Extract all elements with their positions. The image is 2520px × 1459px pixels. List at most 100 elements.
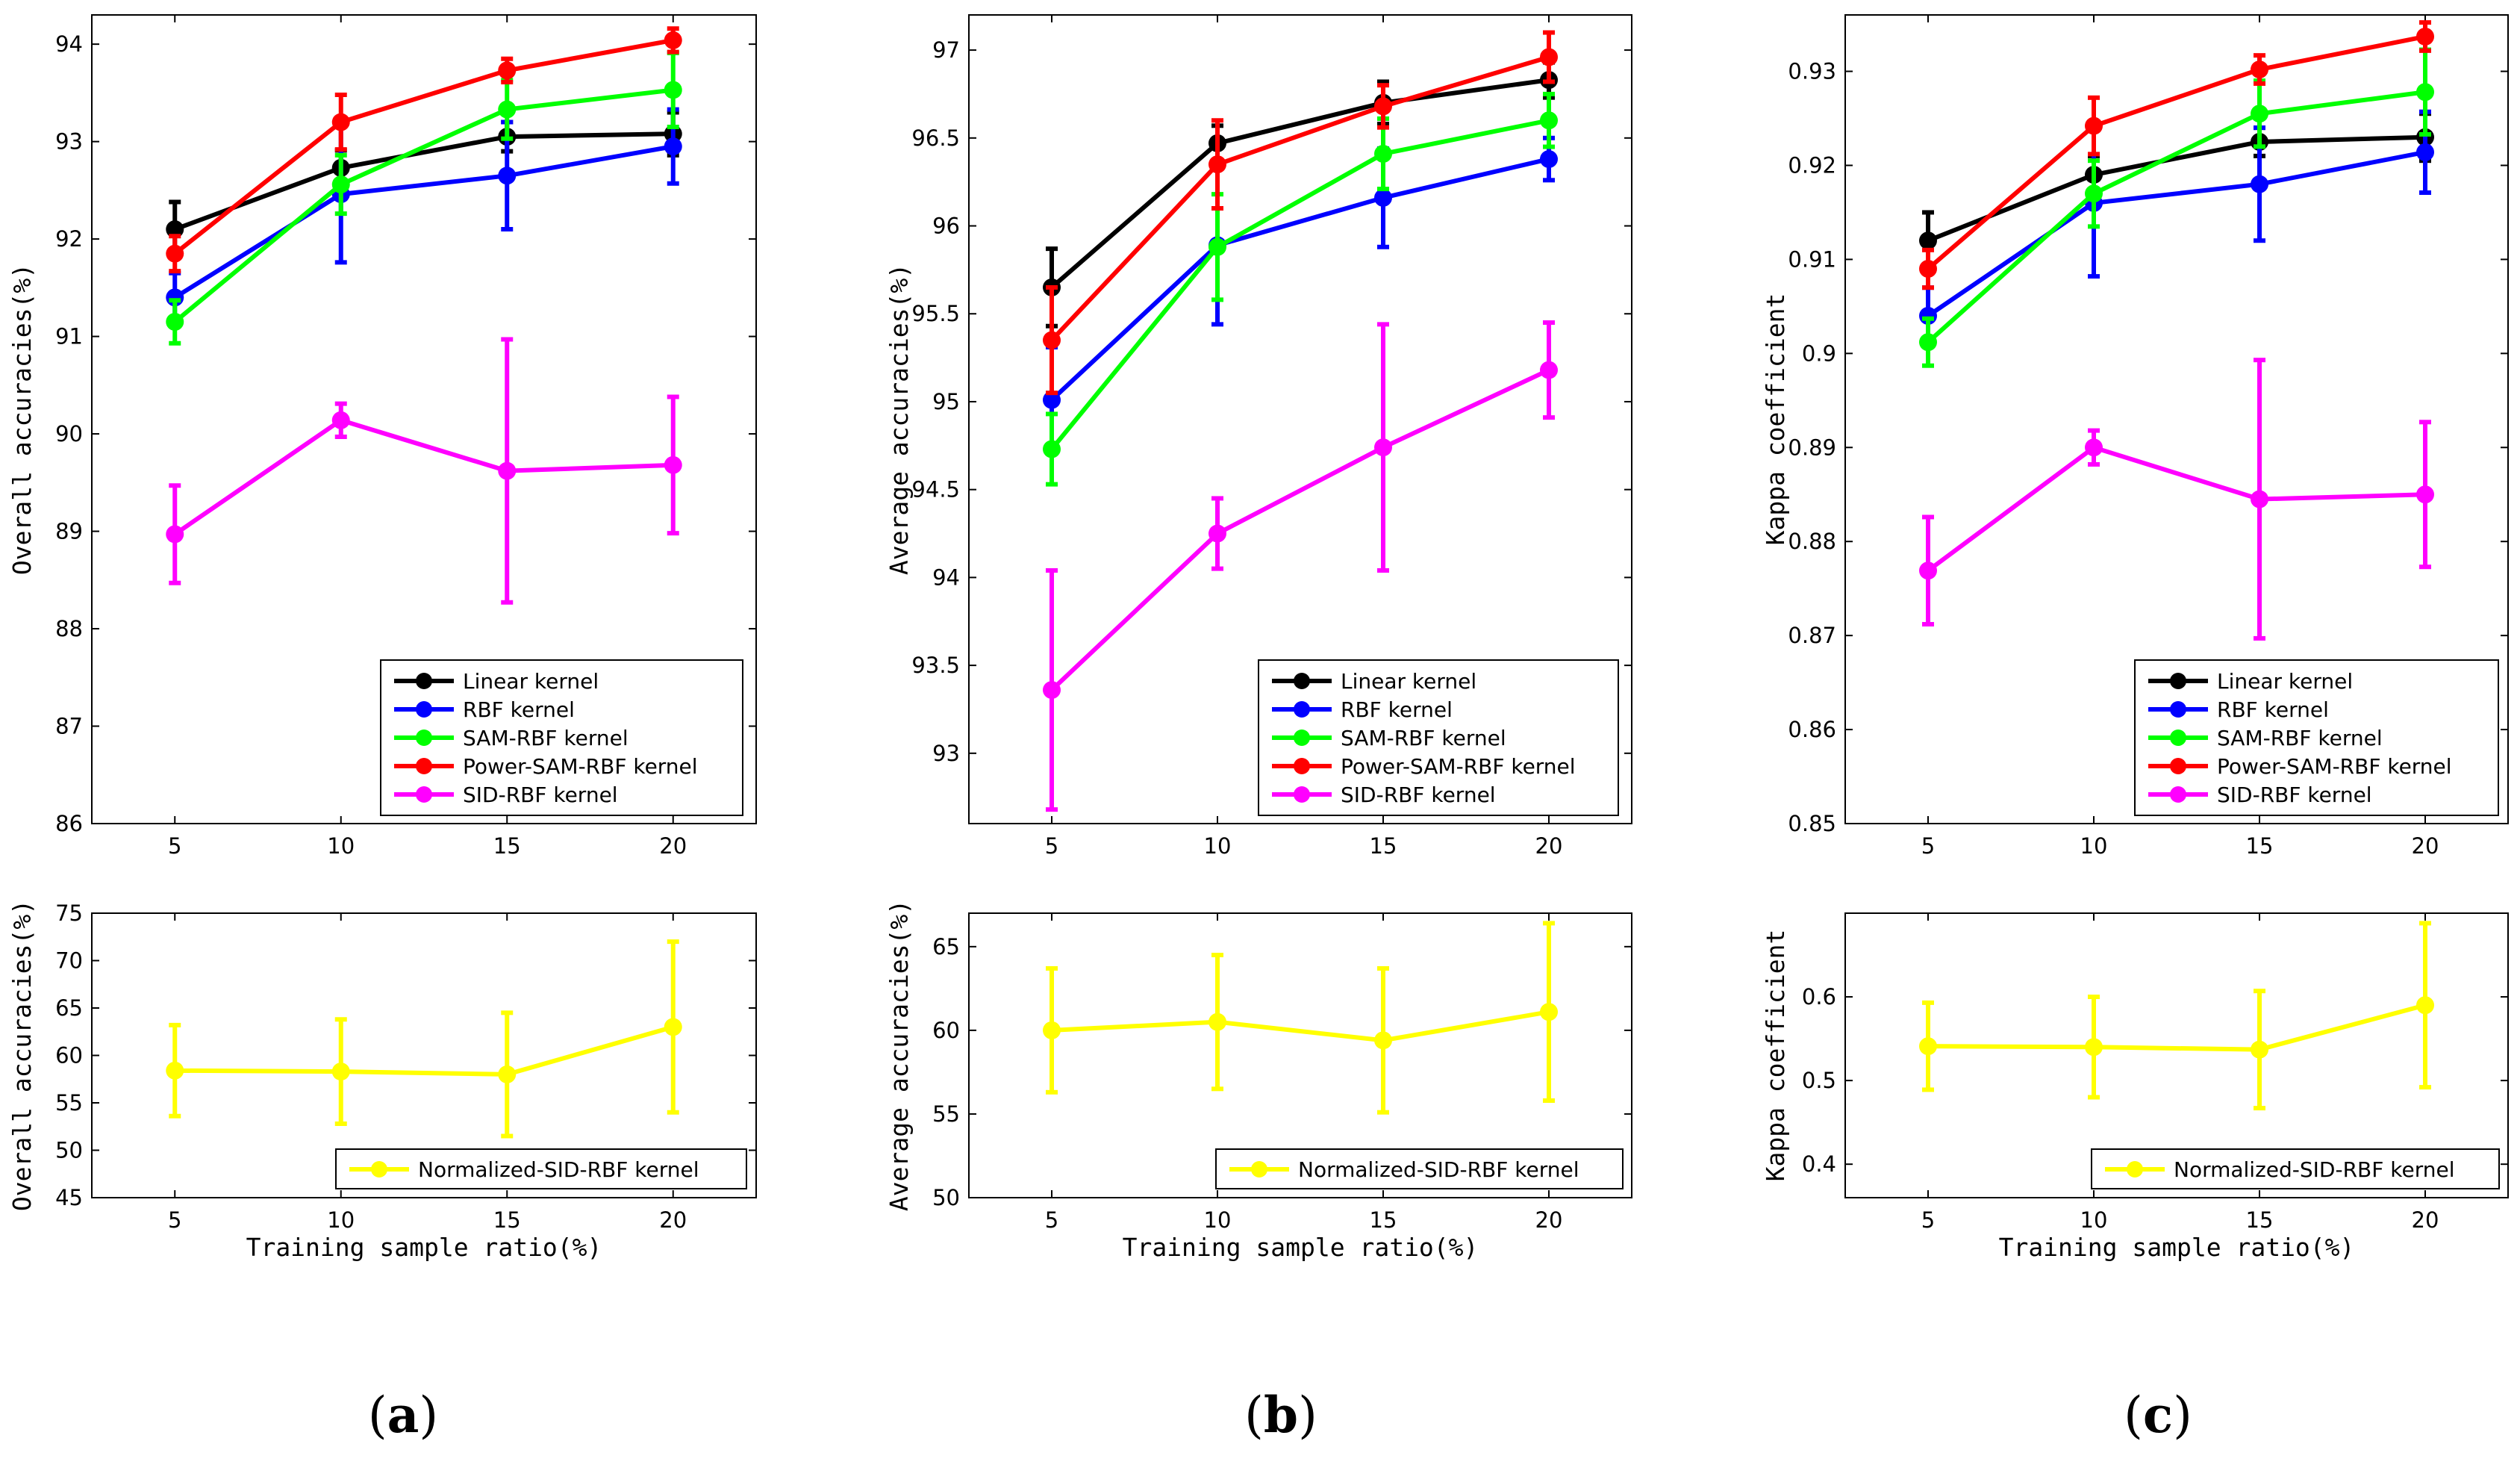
x-tick-label: 10: [327, 833, 355, 859]
y-tick-label: 93: [932, 741, 960, 766]
data-point: [664, 455, 682, 474]
series-line: [173, 37, 674, 256]
legend-marker: [2170, 730, 2186, 746]
chart-a-bottom: 45 50 55 60 65 70 75 5 10 15 20 Overall accuracies(…: [7, 900, 757, 1262]
series-line: [1051, 1010, 1550, 1043]
chart-b-top: 93 93.5 94 94.5 95 95.5 96 96.5 97 5 10 15 20 Average…: [885, 14, 1632, 859]
x-tick-label: 15: [2246, 833, 2274, 859]
data-point: [1374, 144, 1392, 163]
y-tick-label: 0.89: [1788, 435, 1836, 460]
legend-marker: [1294, 786, 1310, 803]
legend-box: [1258, 659, 1619, 816]
legend: Normalized-SID-RBF kernel: [335, 1148, 747, 1189]
y-tick-label: 50: [55, 1138, 83, 1163]
data-point: [166, 244, 184, 263]
y-tick-label: 0.85: [1788, 811, 1836, 836]
data-point: [664, 137, 682, 156]
chart-c-top: 0.85 0.86 0.87 0.88 0.89 0.9 0.91 0.92 0.93 5 10 15…: [1761, 14, 2509, 859]
legend-label: RBF kernel: [463, 697, 575, 722]
data-point: [2251, 60, 2268, 79]
legend-label: Power-SAM-RBF kernel: [1341, 754, 1576, 779]
y-axis-label: Overall accuracies(%): [7, 900, 37, 1211]
x-tick-label: 15: [493, 833, 521, 859]
legend-label: SAM-RBF kernel: [1341, 726, 1506, 750]
data-point: [664, 31, 682, 49]
data-point: [331, 1063, 350, 1081]
data-point: [1208, 524, 1226, 543]
series-line: [1927, 1003, 2426, 1052]
y-tick-label: 60: [932, 1018, 960, 1043]
data-point: [1374, 188, 1392, 207]
data-point: [2416, 83, 2434, 102]
series-line: [1050, 78, 1550, 290]
data-point: [1540, 361, 1558, 379]
data-point: [2251, 490, 2268, 508]
legend-marker: [2170, 786, 2186, 803]
series-line: [1927, 134, 2426, 243]
y-tick-label: 0.9: [1802, 340, 1836, 366]
y-tick-label: 96: [932, 214, 960, 239]
data-point: [1540, 48, 1558, 66]
legend: Normalized-SID-RBF kernel: [1215, 1148, 1624, 1189]
legend-marker: [1294, 673, 1310, 689]
data-point: [1374, 438, 1392, 457]
series-line: [175, 1024, 674, 1077]
series-line: [173, 144, 674, 299]
x-tick-label: 5: [1921, 833, 1935, 859]
data-point: [498, 61, 517, 80]
data-point: [1540, 111, 1558, 130]
legend-label: Normalized-SID-RBF kernel: [1298, 1157, 1579, 1182]
y-tick-label: 70: [55, 948, 83, 974]
y-tick-label: 93: [55, 129, 83, 155]
data-point: [1919, 561, 1937, 580]
y-tick-label: 94: [55, 31, 83, 57]
series-line: [1050, 157, 1550, 402]
y-axis-label: Average accuracies(%): [885, 264, 914, 575]
y-axis-label: Kappa coefficient: [1761, 293, 1790, 546]
legend-label: RBF kernel: [1341, 697, 1453, 722]
chart-a-top: 86 87 88 89 90 91 92 93 94 5 10 15 20 Overall accurac…: [7, 14, 757, 859]
data-point: [1919, 260, 1937, 279]
data-point: [2416, 143, 2434, 161]
x-tick-label: 15: [1370, 1207, 1397, 1233]
y-tick-label: 65: [932, 934, 960, 959]
data-point: [2416, 485, 2434, 504]
data-point: [1919, 231, 1937, 250]
x-tick-label: 10: [1204, 833, 1232, 859]
series-line: [1050, 118, 1550, 451]
y-axis-label: Average accuracies(%): [885, 900, 914, 1211]
y-tick-label: 60: [55, 1043, 83, 1068]
data-point: [2085, 1038, 2103, 1057]
x-tick-label: 15: [2246, 1207, 2274, 1233]
series-line: [173, 417, 673, 536]
data-point: [2416, 996, 2434, 1015]
x-axis-label: Training sample ratio(%): [1999, 1233, 2355, 1262]
y-tick-label: 97: [932, 37, 960, 63]
legend-marker: [1294, 730, 1310, 746]
legend-marker: [2170, 701, 2186, 718]
series-power-sam-rbf-kernel: [166, 26, 682, 274]
legend-label: Power-SAM-RBF kernel: [463, 754, 698, 779]
x-tick-label: 10: [1204, 1207, 1232, 1233]
data-point: [1540, 150, 1558, 169]
legend-label: SID-RBF kernel: [463, 783, 618, 807]
series-sid-rbf-kernel: [1043, 320, 1558, 812]
legend-marker: [416, 730, 432, 746]
data-point: [664, 1018, 682, 1036]
data-point: [1043, 391, 1061, 409]
data-point: [664, 81, 682, 99]
data-point: [498, 167, 517, 185]
legend-marker: [1294, 701, 1310, 718]
series-line: [1927, 149, 2426, 318]
data-point: [331, 411, 350, 429]
legend: Normalized-SID-RBF kernel: [2091, 1148, 2500, 1189]
x-tick-label: 5: [168, 1207, 181, 1233]
y-tick-label: 45: [55, 1185, 83, 1210]
data-point: [1540, 1003, 1558, 1021]
series-normalized-sid-rbf-kernel: [1919, 921, 2434, 1111]
chart-b-bottom: 50 55 60 65 5 10 15 20 Average accuracies(%) Trai…: [885, 900, 1632, 1262]
legend-label: Linear kernel: [1341, 669, 1476, 694]
y-tick-label: 55: [932, 1101, 960, 1127]
series-line: [174, 131, 673, 231]
